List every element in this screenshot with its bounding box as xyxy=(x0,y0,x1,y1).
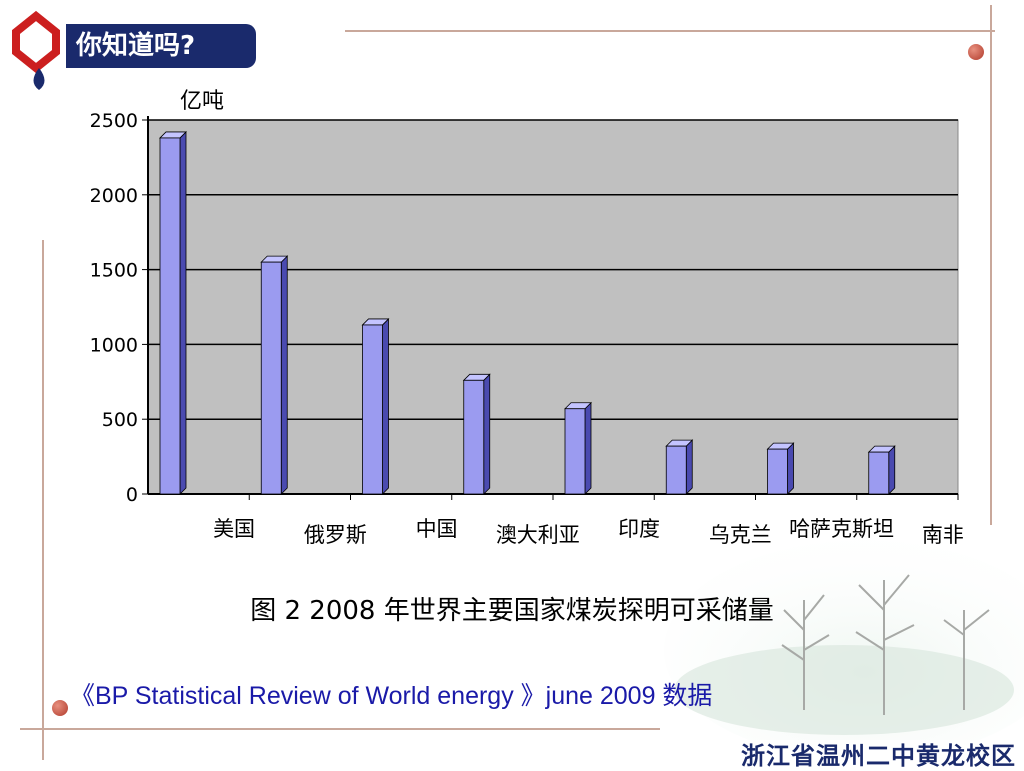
x-tick-label: 俄罗斯 xyxy=(304,523,367,547)
bar xyxy=(665,445,687,495)
bar-side xyxy=(280,255,288,495)
x-tick-label: 印度 xyxy=(618,517,660,541)
decor-dot-top-right xyxy=(968,44,984,60)
bar xyxy=(868,451,890,495)
bar-side xyxy=(888,445,896,495)
decor-dot-bottom-left xyxy=(52,700,68,716)
bar xyxy=(159,137,181,495)
x-tick-label: 中国 xyxy=(416,517,458,541)
bar xyxy=(767,448,788,495)
y-tick-label: 1000 xyxy=(90,334,138,356)
bar-side xyxy=(382,317,389,495)
bar xyxy=(362,324,383,495)
y-axis-label: 亿吨 xyxy=(180,89,224,114)
x-tick-label: 乌克兰 xyxy=(709,523,772,547)
frame-right-line xyxy=(990,5,992,525)
y-tick-label: 2000 xyxy=(90,185,138,207)
data-source: 《BP Statistical Review of World energy 》… xyxy=(70,682,713,710)
bar xyxy=(463,379,485,495)
bar xyxy=(564,408,586,495)
x-tick-label: 美国 xyxy=(213,517,255,541)
bar-side xyxy=(584,401,592,495)
school-name: 浙江省温州二中黄龙校区 xyxy=(741,741,1016,770)
x-tick-label: 南非 xyxy=(922,523,964,547)
bar-side xyxy=(685,439,693,495)
y-tick-label: 0 xyxy=(126,484,138,506)
did-you-know-badge: 你知道吗? xyxy=(6,10,256,90)
y-tick-label: 500 xyxy=(102,409,138,431)
question-drop-icon xyxy=(12,10,60,90)
badge-title: 你知道吗? xyxy=(66,24,256,68)
x-tick-label: 哈萨克斯坦 xyxy=(789,517,894,541)
x-tick-label: 澳大利亚 xyxy=(496,523,580,547)
frame-top-line xyxy=(345,30,995,32)
bar xyxy=(260,261,282,495)
winter-scenery-image xyxy=(664,540,1024,740)
y-tick-label: 2500 xyxy=(90,110,138,132)
bar-side xyxy=(179,130,187,495)
y-tick-label: 1500 xyxy=(90,260,138,282)
frame-bottom-line xyxy=(20,728,660,730)
bar-side xyxy=(483,373,491,495)
chart-caption: 图 2 2008 年世界主要国家煤炭探明可采储量 xyxy=(250,596,774,626)
coal-reserves-chart: 0 500 1000 1500 2000 2500 亿吨美国 俄罗斯 中国 澳大利亚 印度 乌克兰 哈萨… xyxy=(60,80,980,590)
frame-left-line xyxy=(42,240,44,760)
bar-side xyxy=(787,442,794,495)
